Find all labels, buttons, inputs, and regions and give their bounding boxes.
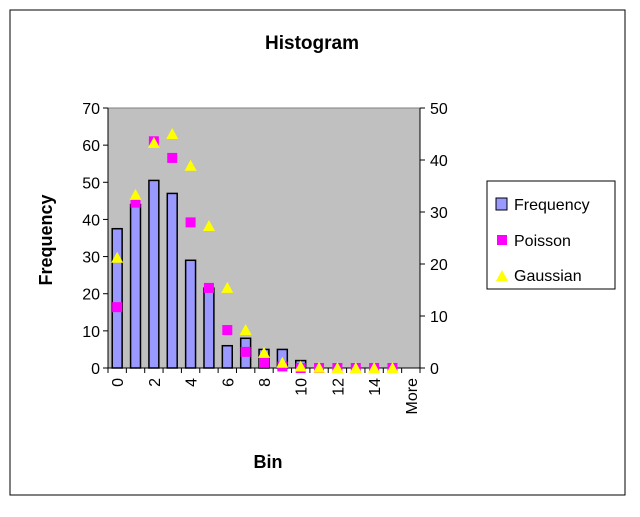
point-poisson xyxy=(167,152,178,163)
y-tick-label: 70 xyxy=(82,101,100,118)
legend: Frequency Poisson Gaussian xyxy=(486,180,616,290)
point-gaussian xyxy=(294,360,307,372)
bar-frequency xyxy=(184,259,197,369)
bar-frequency xyxy=(221,344,233,369)
y-tick-label: 40 xyxy=(82,212,100,229)
point-gaussian xyxy=(349,362,362,373)
bar-frequency xyxy=(148,179,160,369)
legend-poisson-swatch xyxy=(497,235,507,245)
x-tick-label: 0 xyxy=(110,378,127,387)
bar-frequency xyxy=(203,287,215,369)
point-poisson xyxy=(203,282,214,293)
y-axis-title: Frequency xyxy=(36,194,56,285)
point-gaussian xyxy=(184,159,197,171)
point-gaussian xyxy=(202,220,215,232)
point-gaussian xyxy=(239,324,252,336)
y-tick-label: 60 xyxy=(82,138,100,155)
x-tick-label: 2 xyxy=(147,378,164,387)
point-gaussian xyxy=(313,361,326,373)
y-tick-label: 0 xyxy=(91,361,100,378)
point-poisson xyxy=(185,217,196,228)
x-tick-label: 12 xyxy=(330,378,347,396)
bar-frequency xyxy=(166,192,178,369)
legend-frequency-swatch xyxy=(495,197,508,211)
y-tick-label: 30 xyxy=(82,250,100,267)
y2-tick-label: 20 xyxy=(430,257,448,274)
point-gaussian xyxy=(166,128,179,139)
bar-frequency xyxy=(129,203,142,369)
x-tick-label: 10 xyxy=(294,378,311,396)
point-gaussian xyxy=(147,136,160,148)
point-gaussian xyxy=(129,188,142,200)
point-poisson xyxy=(259,357,269,368)
plot-area xyxy=(107,107,421,369)
x-tick-label: 8 xyxy=(257,378,274,387)
legend-gaussian: Gaussian xyxy=(514,268,582,285)
x-axis-title: Bin xyxy=(254,452,283,472)
point-poisson xyxy=(240,346,251,357)
y-tick-label: 20 xyxy=(82,287,100,304)
x-tick-label: 14 xyxy=(367,378,384,396)
x-tick-label: 4 xyxy=(184,378,201,387)
point-gaussian xyxy=(368,362,381,373)
y2-tick-label: 10 xyxy=(430,309,448,326)
point-gaussian xyxy=(386,362,399,373)
y-tick-label: 50 xyxy=(82,175,100,192)
chart-title: Histogram xyxy=(265,33,359,54)
point-poisson xyxy=(130,197,141,208)
point-gaussian xyxy=(276,356,289,368)
point-poisson xyxy=(112,302,123,313)
point-gaussian xyxy=(331,362,344,373)
y2-tick-label: 40 xyxy=(430,153,448,170)
legend-poisson: Poisson xyxy=(514,233,571,250)
x-tick-label: More xyxy=(404,378,421,415)
legend-gaussian-swatch xyxy=(496,270,508,281)
point-gaussian xyxy=(221,281,234,293)
point-gaussian xyxy=(258,346,270,358)
point-poisson xyxy=(222,325,233,336)
y-tick-label: 10 xyxy=(82,324,100,341)
y2-tick-label: 50 xyxy=(430,101,448,118)
point-gaussian xyxy=(111,251,124,263)
y2-tick-label: 0 xyxy=(430,361,439,378)
y2-tick-label: 30 xyxy=(430,205,448,222)
legend-frequency: Frequency xyxy=(514,197,590,214)
x-tick-label: 6 xyxy=(220,378,237,387)
bar-frequency xyxy=(111,227,123,369)
